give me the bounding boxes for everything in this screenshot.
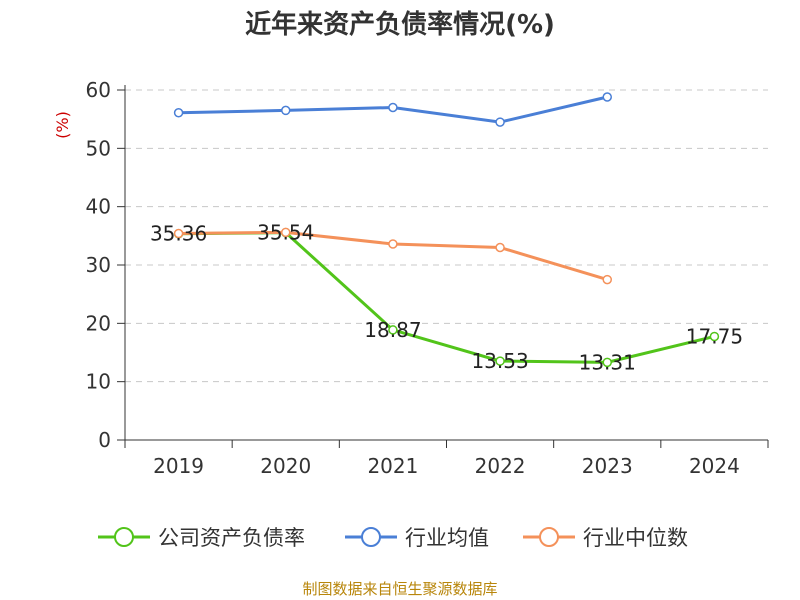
series-point (281, 227, 291, 238)
y-tick-label: 20 (86, 311, 111, 335)
series-point (602, 92, 612, 102)
series-line-0 (178, 231, 715, 364)
legend-marker (539, 527, 559, 547)
axes (117, 85, 769, 448)
legend: 公司资产负债率 行业均值 行业中位数 (98, 526, 688, 550)
data-labels: 35.36 35.54 18.87 13.53 13.31 17.75 (150, 221, 743, 375)
series-point (388, 102, 398, 113)
data-label: 13.53 (471, 349, 528, 373)
data-label: 17.75 (686, 324, 743, 348)
source-note: 制图数据来自恒生聚源数据库 (302, 580, 498, 598)
x-tick-label: 2022 (475, 454, 526, 478)
y-tick-label: 60 (86, 78, 111, 102)
series-lines (173, 92, 720, 368)
x-tick-labels: 2019 2020 2021 2022 2023 2024 (153, 454, 740, 478)
data-label: 13.31 (579, 350, 636, 374)
series-point (495, 117, 505, 127)
legend-marker (361, 527, 381, 547)
series-point (281, 105, 291, 116)
y-tick-label: 10 (86, 370, 111, 394)
data-label: 18.87 (364, 318, 421, 342)
y-tick-label: 0 (98, 428, 111, 452)
grid-lines (125, 89, 768, 383)
series-point (709, 331, 720, 342)
series-point (495, 242, 505, 253)
y-tick-labels: 0 10 20 30 40 50 60 (86, 78, 111, 452)
series-point (602, 274, 612, 285)
legend-label: 行业中位数 (583, 526, 688, 550)
y-tick-label: 30 (86, 253, 111, 277)
legend-label: 公司资产负债率 (158, 526, 305, 550)
series-point (388, 325, 398, 335)
series-point (602, 357, 612, 368)
x-tick-label: 2023 (582, 454, 633, 478)
series-point (173, 228, 184, 239)
y-axis-unit-label: (%) (53, 111, 72, 139)
data-label: 35.54 (257, 221, 314, 245)
x-tick-label: 2021 (367, 454, 418, 478)
x-tick-label: 2019 (153, 454, 204, 478)
legend-label: 行业均值 (405, 526, 489, 550)
y-tick-label: 40 (86, 195, 111, 219)
y-tick-label: 50 (86, 136, 111, 160)
series-point (495, 356, 505, 366)
legend-marker (114, 527, 134, 547)
series-point (173, 108, 184, 118)
data-label: 35.36 (150, 222, 207, 246)
x-tick-label: 2020 (260, 454, 311, 478)
x-tick-label: 2024 (689, 454, 740, 478)
series-point (388, 239, 398, 249)
chart-title: 近年来资产负债率情况(%) (245, 10, 555, 40)
